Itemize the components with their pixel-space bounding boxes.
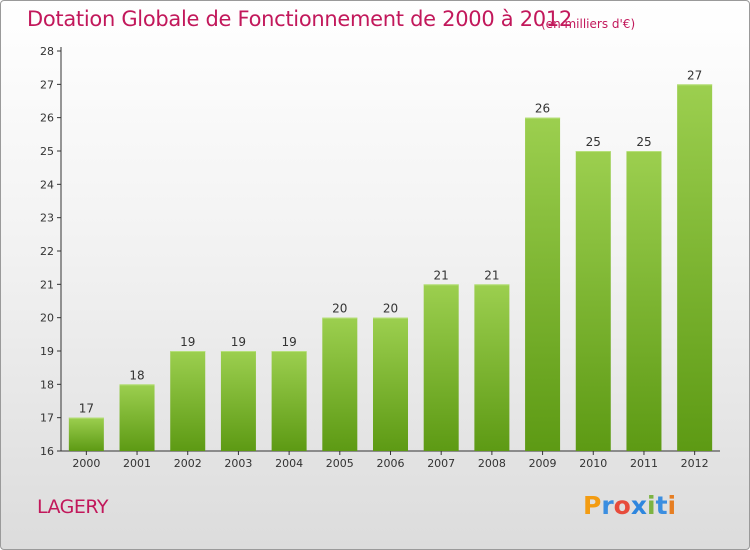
bar xyxy=(525,117,561,452)
x-tick-label: 2005 xyxy=(326,457,354,470)
bar xyxy=(271,351,307,451)
bar xyxy=(373,317,408,451)
bar xyxy=(575,151,611,451)
x-tick-label: 2000 xyxy=(72,457,100,470)
bar-value-label: 21 xyxy=(434,268,449,282)
x-tick-label: 2012 xyxy=(681,457,709,470)
bar xyxy=(626,151,662,451)
chart-subtitle: (en milliers d'€) xyxy=(541,17,636,31)
x-tick-label: 2011 xyxy=(630,457,658,470)
bar xyxy=(119,384,155,451)
y-tick-label: 17 xyxy=(40,412,54,425)
bar xyxy=(68,417,104,451)
y-tick-label: 28 xyxy=(40,45,54,58)
x-tick-label: 2001 xyxy=(123,457,151,470)
bar-value-label: 19 xyxy=(231,335,246,349)
proxiti-logo[interactable]: Proxiti xyxy=(583,491,676,520)
x-tick-label: 2002 xyxy=(174,457,202,470)
bar-value-label: 21 xyxy=(484,268,499,282)
bar xyxy=(220,351,256,451)
x-tick-label: 2006 xyxy=(377,457,405,470)
bar-value-label: 17 xyxy=(79,402,94,416)
y-tick-label: 19 xyxy=(40,345,54,358)
bar-value-label: 18 xyxy=(129,368,144,382)
logo-letter: x xyxy=(630,491,647,520)
bar xyxy=(322,317,358,451)
y-tick-label: 22 xyxy=(40,245,54,258)
x-tick-label: 2007 xyxy=(427,457,455,470)
bar xyxy=(170,351,206,451)
x-tick-label: 2004 xyxy=(275,457,303,470)
y-tick-label: 25 xyxy=(40,145,54,158)
y-tick-label: 20 xyxy=(40,312,54,325)
bar xyxy=(423,284,459,451)
bar-value-label: 25 xyxy=(586,135,601,149)
bar-value-label: 19 xyxy=(180,335,195,349)
bar-value-label: 20 xyxy=(332,302,347,316)
bar-value-label: 19 xyxy=(281,335,296,349)
bar-value-label: 20 xyxy=(383,302,398,316)
bar xyxy=(474,284,510,451)
logo-letter: i xyxy=(667,491,677,520)
x-tick-label: 2003 xyxy=(224,457,252,470)
x-tick-label: 2009 xyxy=(529,457,557,470)
y-tick-label: 27 xyxy=(40,78,54,91)
y-tick-label: 26 xyxy=(40,112,54,125)
bar-value-label: 26 xyxy=(535,102,550,116)
logo-letter: i xyxy=(647,491,656,520)
x-tick-label: 2008 xyxy=(478,457,506,470)
y-tick-label: 18 xyxy=(40,378,54,391)
logo-letter: o xyxy=(613,491,631,520)
bar-value-label: 27 xyxy=(687,68,702,82)
logo-letter: t xyxy=(655,491,668,520)
chart-title: Dotation Globale de Fonctionnement de 20… xyxy=(27,7,572,31)
y-tick-label: 16 xyxy=(40,445,54,458)
y-tick-label: 23 xyxy=(40,212,54,225)
bar xyxy=(677,84,713,451)
bar-value-label: 25 xyxy=(636,135,651,149)
y-tick-label: 24 xyxy=(40,178,54,191)
logo-letter: r xyxy=(601,491,614,520)
y-tick-label: 21 xyxy=(40,278,54,291)
commune-name: LAGERY xyxy=(37,496,109,518)
x-tick-label: 2010 xyxy=(579,457,607,470)
logo-letter: P xyxy=(583,491,602,520)
